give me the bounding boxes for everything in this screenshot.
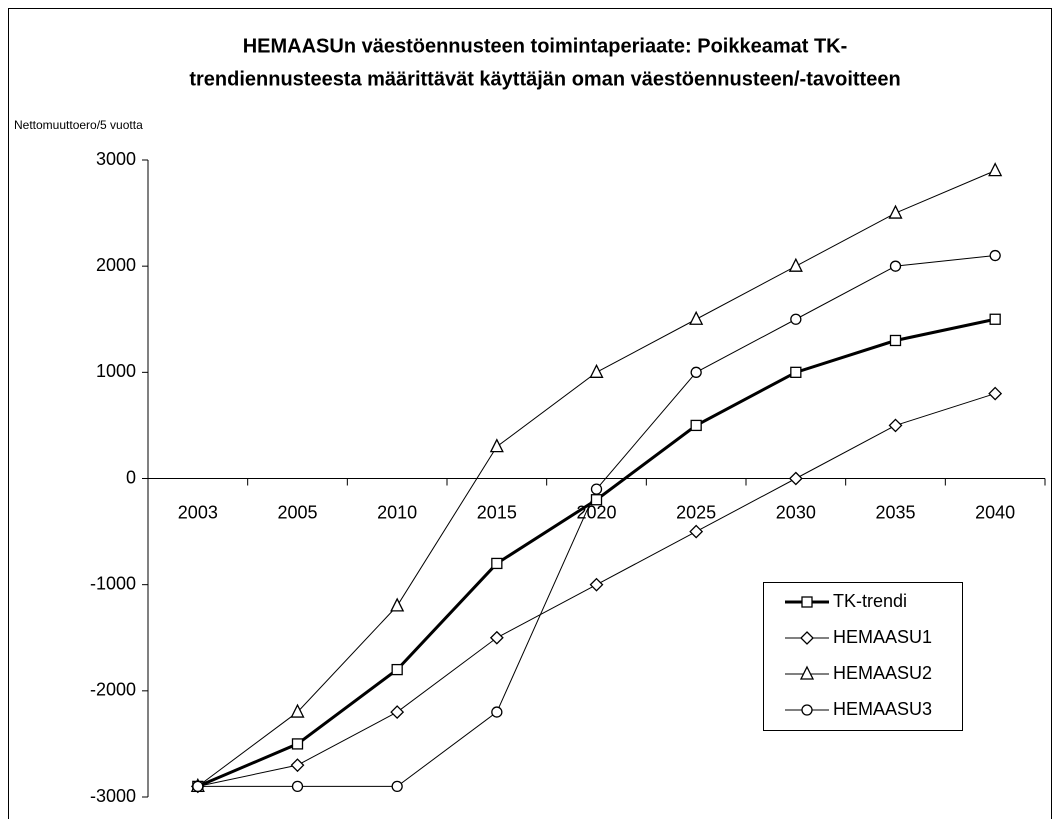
x-tick-label: 2025	[676, 502, 716, 522]
marker	[192, 780, 204, 793]
marker	[988, 386, 1003, 401]
x-tick-label: 2035	[875, 502, 915, 522]
y-tick-label: -3000	[90, 786, 136, 806]
y-tick-label: -1000	[90, 573, 136, 593]
marker	[491, 557, 503, 570]
marker	[788, 257, 803, 272]
y-tick-label: 1000	[96, 361, 136, 381]
marker	[888, 204, 903, 219]
marker	[988, 162, 1003, 177]
marker	[491, 706, 503, 718]
marker	[489, 630, 504, 645]
marker	[889, 260, 902, 272]
marker	[989, 249, 1001, 262]
chart-title: HEMAASUn väestöennusteen toimintaperiaat…	[243, 35, 848, 57]
marker	[790, 313, 802, 325]
chart-title: trendiennusteesta määrittävät käyttäjän …	[189, 68, 900, 90]
x-tick-label: 2030	[776, 502, 816, 522]
y-tick-label: -2000	[90, 680, 136, 700]
marker	[590, 483, 603, 495]
marker	[788, 471, 803, 486]
marker	[888, 418, 903, 433]
marker	[589, 363, 604, 378]
marker	[290, 758, 305, 773]
marker	[690, 419, 702, 432]
legend-box	[763, 582, 963, 731]
legend-label: HEMAASU3	[833, 699, 932, 719]
marker	[989, 313, 1001, 325]
marker	[391, 780, 403, 793]
marker	[489, 438, 504, 453]
marker	[589, 577, 604, 592]
x-tick-label: 2005	[277, 502, 317, 522]
x-tick-label: 2015	[477, 502, 517, 522]
legend-label: HEMAASU1	[833, 627, 932, 647]
marker	[800, 631, 814, 645]
x-tick-label: 2003	[178, 502, 218, 522]
legend-label: TK-trendi	[833, 591, 907, 611]
marker	[290, 703, 305, 718]
marker	[390, 597, 405, 612]
x-tick-label: 2010	[377, 502, 417, 522]
marker	[390, 705, 405, 719]
marker	[690, 366, 702, 378]
marker	[590, 494, 603, 506]
marker	[689, 524, 704, 539]
marker	[801, 596, 813, 608]
x-tick-label: 2040	[975, 502, 1015, 522]
marker	[889, 334, 902, 347]
marker	[799, 665, 815, 680]
marker	[689, 310, 704, 325]
y-tick-label: 2000	[96, 255, 136, 275]
marker	[391, 663, 403, 676]
legend-label: HEMAASU2	[833, 663, 932, 683]
marker	[801, 704, 813, 716]
y-tick-label: 0	[126, 467, 136, 487]
marker	[790, 366, 802, 378]
y-axis-label: Nettomuuttoero/5 vuotta	[14, 118, 143, 132]
marker	[291, 780, 304, 793]
y-tick-label: 3000	[96, 149, 136, 169]
marker	[291, 738, 304, 750]
